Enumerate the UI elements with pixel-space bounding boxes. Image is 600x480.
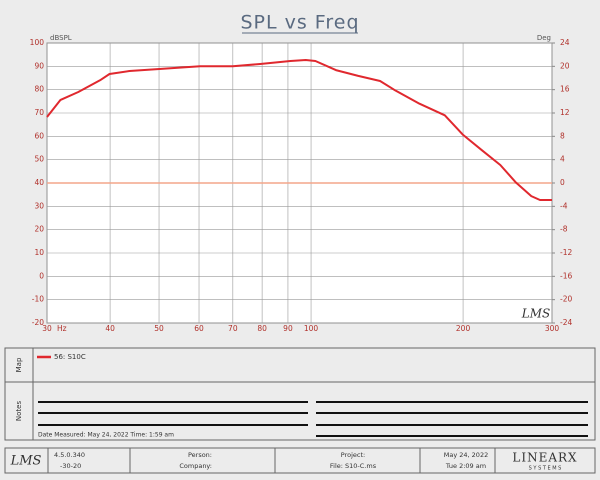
version: 4.5.0.340 xyxy=(54,451,85,459)
y2-tick-label: 8 xyxy=(560,131,565,140)
y-tick-label: 20 xyxy=(34,225,44,234)
y-tick-label: -10 xyxy=(32,295,44,304)
y-tick-label: 70 xyxy=(34,108,44,117)
notes-label: Notes xyxy=(15,401,23,422)
y2-tick-label: -8 xyxy=(560,225,568,234)
legend-label: 56: S10C xyxy=(54,353,86,361)
x-tick-label: 90 xyxy=(283,324,293,333)
x-tick-label: 200 xyxy=(456,324,471,333)
x-tick-label: 300 xyxy=(545,324,560,333)
y2-tick-label: -20 xyxy=(560,295,572,304)
y-tick-label: 0 xyxy=(39,271,44,280)
y2-tick-label: -24 xyxy=(560,318,572,327)
y-tick-label: 100 xyxy=(30,38,45,47)
y-tick-label: 30 xyxy=(34,201,44,210)
y2-tick-label: -12 xyxy=(560,248,572,257)
person-label: Person: xyxy=(188,451,212,459)
x-axis-label: Hz xyxy=(57,324,67,333)
y-tick-label: 40 xyxy=(34,178,44,187)
y2-tick-label: 16 xyxy=(560,85,570,94)
y2-tick-label: 12 xyxy=(560,108,570,117)
y-tick-label: 10 xyxy=(34,248,44,257)
time: Tue 2:09 am xyxy=(445,462,486,470)
y-tick-label: 80 xyxy=(34,85,44,94)
chart-title: SPL vs Freq xyxy=(240,12,359,34)
y-tick-label: 90 xyxy=(34,61,44,70)
x-tick-label: 60 xyxy=(194,324,204,333)
brand: LINEARX xyxy=(512,451,577,465)
x-tick-label: 100 xyxy=(304,324,319,333)
company-label: Company: xyxy=(179,462,212,470)
x-tick-label: 50 xyxy=(154,324,164,333)
y2-tick-label: 0 xyxy=(560,178,565,187)
y2-tick-label: 24 xyxy=(560,38,570,47)
file-name: File: S10-C.ms xyxy=(330,462,377,470)
y-tick-label: 60 xyxy=(34,131,44,140)
y-tick-label: 50 xyxy=(34,155,44,164)
footer xyxy=(4,447,596,474)
x-tick-label: 80 xyxy=(257,324,267,333)
x-tick-label: 40 xyxy=(105,324,115,333)
map-label: Map xyxy=(15,357,23,372)
x-tick-label: 70 xyxy=(228,324,238,333)
project-label: Project: xyxy=(341,451,365,459)
x-tick-label: 30 xyxy=(42,324,52,333)
y2-tick-label: 20 xyxy=(560,61,570,70)
y2-tick-label: -4 xyxy=(560,201,568,210)
series-line xyxy=(46,59,552,201)
code: -30-20 xyxy=(60,462,81,470)
y-tick-label: -20 xyxy=(32,318,44,327)
date-measured: Date Measured: May 24, 2022 Time: 1:59 a… xyxy=(38,432,174,439)
y-axis-label: dBSPL xyxy=(50,34,72,42)
logo: LMS xyxy=(10,454,42,469)
notes-panel xyxy=(4,381,596,441)
brand-sub: S Y S T E M S xyxy=(529,466,562,472)
y2-axis-label: Deg xyxy=(537,34,551,42)
watermark: LMS xyxy=(521,307,550,321)
y2-tick-label: 4 xyxy=(560,155,565,164)
date: May 24, 2022 xyxy=(444,451,488,459)
y2-tick-label: -16 xyxy=(560,271,572,280)
